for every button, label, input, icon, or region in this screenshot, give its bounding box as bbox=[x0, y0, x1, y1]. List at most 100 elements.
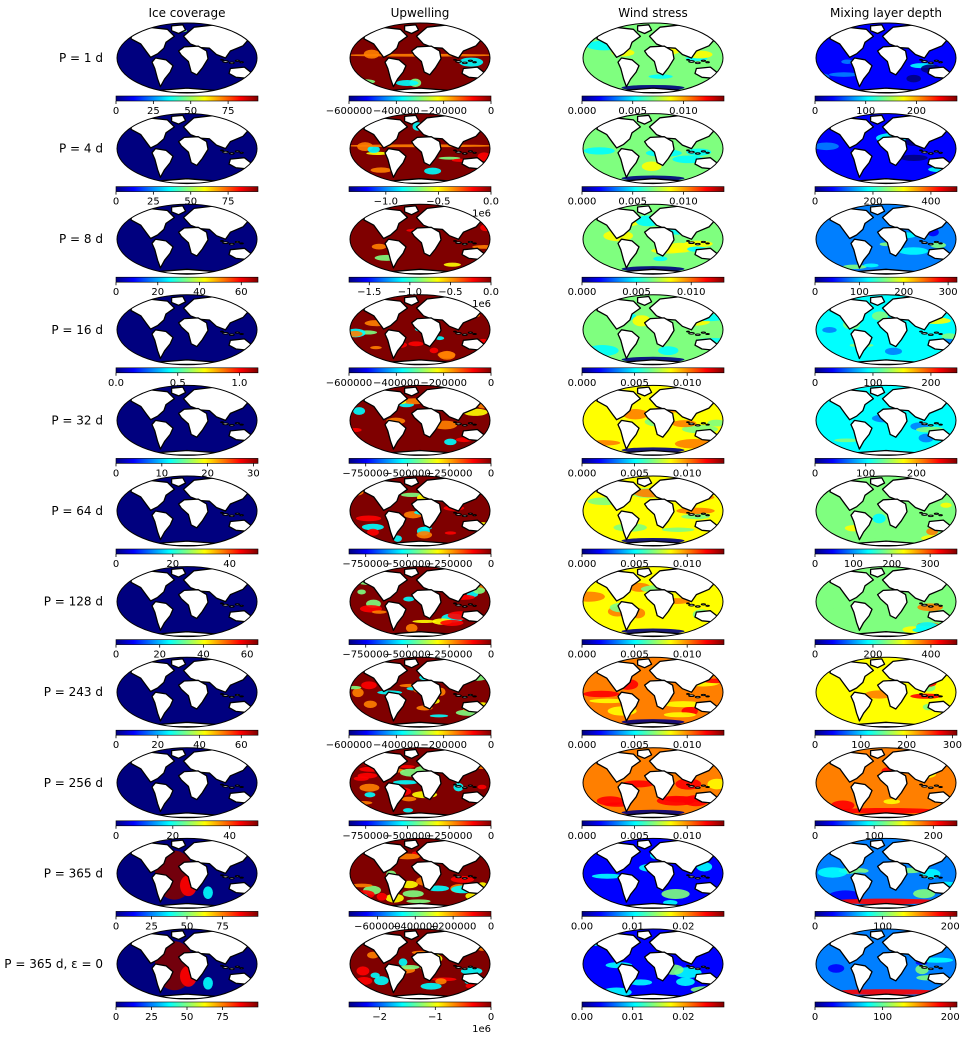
colorbar-tick-label: 300 bbox=[943, 740, 962, 751]
field-patch bbox=[367, 145, 380, 154]
island bbox=[472, 151, 477, 154]
colorbar-tick-label: 0.0 bbox=[108, 378, 124, 389]
colorbar-tick-label: 200 bbox=[897, 740, 916, 751]
colorbar bbox=[581, 548, 725, 555]
island bbox=[220, 240, 224, 242]
colorbar-tick-label: 0.5 bbox=[170, 378, 186, 389]
colorbar-tick-label: 0.005 bbox=[620, 831, 649, 842]
colorbar bbox=[348, 639, 492, 645]
field-patch bbox=[913, 889, 936, 899]
island bbox=[686, 58, 690, 61]
colorbar bbox=[115, 367, 259, 374]
continent-namerica bbox=[130, 207, 176, 240]
colorbar-tick-label: −600000 bbox=[354, 921, 401, 932]
island bbox=[686, 693, 690, 695]
colorbar-tick-label: −400000 bbox=[373, 106, 420, 117]
colorbar-tick-label: −400000 bbox=[373, 740, 420, 751]
field-patch bbox=[350, 685, 362, 690]
field-patch bbox=[371, 243, 387, 250]
continent-greenland bbox=[170, 477, 187, 488]
colorbar-tick-label: 25 bbox=[147, 197, 160, 208]
colorbar bbox=[115, 1001, 259, 1008]
continent-samerica bbox=[617, 782, 640, 813]
map-boundary bbox=[349, 22, 491, 94]
island bbox=[453, 783, 457, 786]
island bbox=[688, 150, 695, 154]
island bbox=[222, 422, 229, 426]
island bbox=[472, 604, 477, 607]
map-boundary bbox=[815, 656, 957, 728]
island bbox=[228, 605, 235, 608]
colorbar-tick-label: −1 bbox=[428, 1012, 443, 1023]
field-patch bbox=[376, 892, 388, 901]
island bbox=[472, 695, 477, 698]
island bbox=[455, 331, 462, 335]
island bbox=[467, 875, 473, 878]
map-panel-ice: 0 20 40 bbox=[113, 475, 259, 570]
island bbox=[919, 330, 923, 333]
island bbox=[686, 783, 690, 786]
colorbar-tick-label: 200 bbox=[863, 650, 882, 661]
island bbox=[453, 874, 457, 877]
continent-samerica bbox=[850, 329, 873, 360]
island bbox=[455, 603, 462, 607]
colorbar-tick-label: 40 bbox=[193, 740, 206, 751]
map-panel-upwelling: −600000−400000−200000 0 bbox=[326, 656, 494, 751]
continent-namerica bbox=[363, 932, 409, 964]
continent-samerica bbox=[384, 329, 407, 360]
map-boundary bbox=[349, 294, 491, 366]
map-boundary bbox=[582, 475, 724, 547]
map-panel-upwelling: −600000−400000−200000 0 bbox=[326, 22, 494, 117]
continent-namerica bbox=[363, 117, 409, 149]
map-panel-mld: 0 100 200 bbox=[812, 22, 958, 117]
colorbar bbox=[814, 548, 958, 555]
colorbar-tick-label: 0.00 bbox=[571, 921, 593, 932]
map-boundary bbox=[116, 928, 258, 1000]
continent-greenland bbox=[170, 295, 187, 306]
field-patch bbox=[361, 208, 371, 215]
island bbox=[694, 877, 701, 880]
field-patch bbox=[438, 350, 456, 360]
continent-namerica bbox=[596, 660, 642, 693]
island bbox=[222, 331, 229, 335]
map-panel-mld: 0 100 200 bbox=[812, 384, 958, 479]
colorbar-tick-label: −0.5 bbox=[438, 287, 462, 298]
island bbox=[461, 242, 468, 246]
continent-greenland bbox=[636, 205, 653, 216]
field-patch bbox=[596, 796, 624, 806]
field-patch bbox=[663, 701, 703, 708]
continent-africa bbox=[643, 498, 675, 529]
island bbox=[705, 514, 710, 517]
island bbox=[467, 240, 473, 244]
map-boundary bbox=[349, 566, 491, 638]
colorbar bbox=[814, 729, 958, 736]
island bbox=[700, 240, 707, 244]
map-boundary bbox=[815, 203, 957, 275]
island bbox=[472, 876, 477, 879]
colorbar-tick-label: 75 bbox=[222, 197, 235, 208]
island bbox=[461, 786, 468, 789]
island bbox=[239, 695, 244, 698]
field-patch bbox=[429, 347, 439, 354]
continent-namerica bbox=[130, 841, 176, 874]
map-boundary bbox=[815, 747, 957, 819]
continent-greenland bbox=[869, 930, 886, 941]
panel-rows: P = 1 d0 25 50 75 −600000 −400000 −200000 0 0.00… bbox=[4, 22, 962, 1035]
panel-row: P = 64 d 0 20 40 −750000−500000−250000 0 0.000… bbox=[51, 475, 958, 570]
colorbar-tick-label: 0.000 bbox=[568, 468, 597, 479]
map-boundary bbox=[815, 566, 957, 638]
island bbox=[461, 333, 468, 336]
island bbox=[919, 511, 923, 514]
colorbar bbox=[814, 458, 958, 464]
continent-namerica bbox=[130, 298, 176, 330]
map-boundary bbox=[116, 566, 258, 638]
colorbar-tick-label: 0.010 bbox=[673, 378, 702, 389]
colorbar-tick-label: −500000 bbox=[384, 468, 431, 479]
field-patch bbox=[883, 799, 900, 805]
continent-africa bbox=[643, 45, 675, 76]
map-boundary bbox=[116, 475, 258, 547]
field-patch bbox=[370, 972, 380, 979]
continent-namerica bbox=[829, 751, 875, 783]
continent-greenland bbox=[869, 114, 886, 125]
continent-samerica bbox=[384, 147, 407, 178]
